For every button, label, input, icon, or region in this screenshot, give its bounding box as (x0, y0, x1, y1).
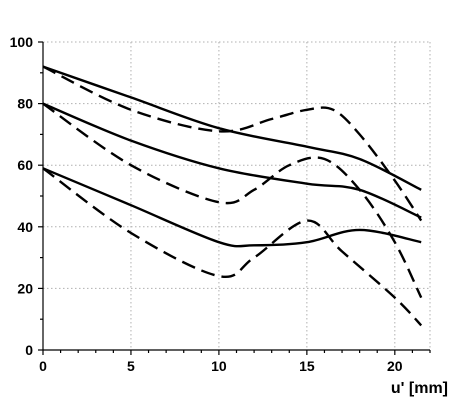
y-tick-label: 80 (17, 96, 33, 112)
dashed-series-line-2 (42, 65, 423, 222)
series-group (42, 65, 423, 327)
solid-series-line-5 (42, 167, 422, 248)
y-tick-label: 0 (25, 342, 33, 358)
y-tick-label: 100 (10, 34, 34, 50)
x-tick-label: 15 (299, 358, 315, 374)
solid-series-line-3 (42, 102, 422, 219)
tick-labels: 0 5 10 15 20 0 20 40 60 80 100 (10, 34, 403, 374)
y-tick-label: 20 (17, 280, 33, 296)
x-tick-label: 5 (127, 358, 135, 374)
y-tick-label: 60 (17, 157, 33, 173)
dashed-series-line-6 (42, 167, 423, 327)
x-tick-label: 10 (211, 358, 227, 374)
y-tick-label: 40 (17, 219, 33, 235)
x-tick-label: 20 (387, 358, 403, 374)
x-tick-label: 0 (39, 358, 47, 374)
axes (38, 41, 431, 355)
x-axis-label: u' [mm] (391, 380, 448, 397)
solid-series-line-1 (42, 65, 422, 191)
dashed-series-line-4 (42, 102, 423, 299)
